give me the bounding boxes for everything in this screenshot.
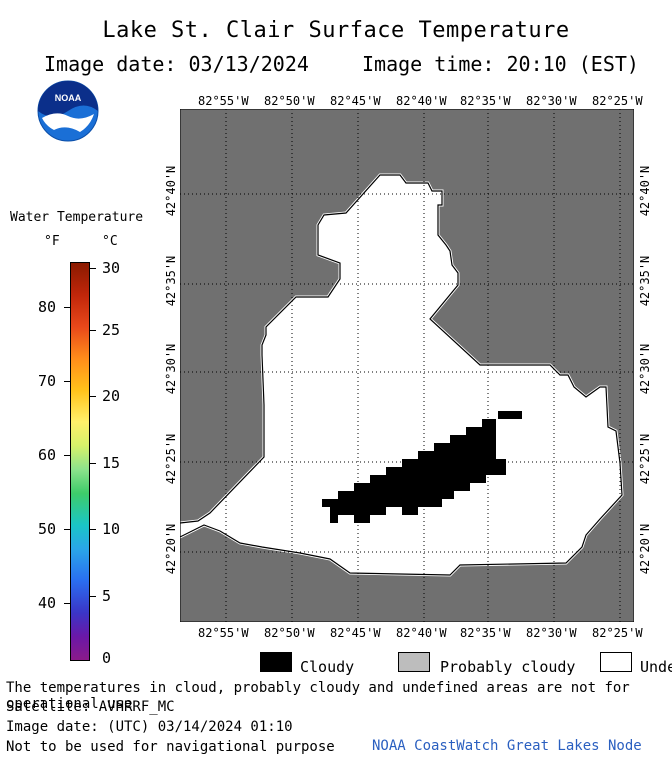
longitude-label: 82°50'W — [264, 626, 315, 640]
colorbar-tick-c: 10 — [102, 520, 121, 538]
noaa-logo-icon: NOAA — [37, 80, 99, 142]
legend-undefined-label: Undefined — [640, 658, 672, 676]
longitude-label: 82°35'W — [460, 94, 511, 108]
colorbar-tick-f: 60 — [37, 446, 56, 464]
legend-cloudy-swatch — [260, 652, 292, 672]
latitude-label: 42°20'N — [638, 523, 652, 575]
longitude-label: 82°40'W — [396, 626, 447, 640]
footer-credit: NOAA CoastWatch Great Lakes Node — [372, 738, 642, 754]
colorbar-tick-c: 5 — [102, 587, 112, 605]
map-title: Lake St. Clair Surface Temperature — [102, 18, 570, 43]
longitude-label: 82°45'W — [330, 626, 381, 640]
longitude-label: 82°55'W — [198, 94, 249, 108]
legend-probably-cloudy-swatch — [398, 652, 430, 672]
longitude-label: 82°30'W — [526, 626, 577, 640]
colorbar-tick-f: 40 — [37, 594, 56, 612]
longitude-label: 82°50'W — [264, 94, 315, 108]
latitude-label: 42°30'N — [164, 343, 178, 395]
colorbar-label: Water Temperature — [10, 210, 144, 225]
latitude-label: 42°40'N — [164, 165, 178, 217]
colorbar-tick-f: 70 — [37, 372, 56, 390]
colorbar-unit-c: °C — [102, 234, 118, 249]
legend-undefined-swatch — [600, 652, 632, 672]
longitude-label: 82°40'W — [396, 94, 447, 108]
colorbar-tick-c: 25 — [102, 321, 121, 339]
latitude-label: 42°35'N — [638, 255, 652, 307]
logo-text: NOAA — [55, 93, 82, 103]
footer-nav-warning: Not to be used for navigational purpose — [6, 739, 335, 755]
colorbar-tick-c: 20 — [102, 387, 121, 405]
image-time: Image time: 20:10 (EST) — [362, 52, 639, 76]
latitude-label: 42°40'N — [638, 165, 652, 217]
longitude-label: 82°25'W — [592, 626, 643, 640]
longitude-label: 82°30'W — [526, 94, 577, 108]
longitude-label: 82°55'W — [198, 626, 249, 640]
longitude-label: 82°35'W — [460, 626, 511, 640]
colorbar-tick-c: 0 — [102, 649, 112, 667]
colorbar-unit-f: °F — [44, 234, 60, 249]
colorbar-tick-c: 30 — [102, 259, 121, 277]
latitude-label: 42°20'N — [164, 523, 178, 575]
legend-probably-cloudy-label: Probably cloudy — [440, 658, 576, 676]
latitude-label: 42°30'N — [638, 343, 652, 395]
colorbar-tick-f: 80 — [37, 298, 56, 316]
colorbar-tick-f: 50 — [37, 520, 56, 538]
longitude-label: 82°25'W — [592, 94, 643, 108]
colorbar — [70, 262, 90, 661]
shoreline — [180, 174, 623, 576]
image-date: Image date: 03/13/2024 — [44, 52, 309, 76]
legend-cloudy-label: Cloudy — [300, 658, 355, 676]
latitude-label: 42°35'N — [164, 255, 178, 307]
footer-note: The temperatures in cloud, probably clou… — [6, 680, 630, 712]
grid-lines — [180, 109, 634, 622]
latitude-label: 42°25'N — [638, 433, 652, 485]
latitude-label: 42°25'N — [164, 433, 178, 485]
colorbar-tick-c: 15 — [102, 454, 121, 472]
footer-utc-date: Image date: (UTC) 03/14/2024 01:10 — [6, 719, 293, 735]
cloud-area — [322, 411, 522, 523]
footer-satellite: Satellite: AVHRRF_MC — [6, 699, 175, 715]
longitude-label: 82°45'W — [330, 94, 381, 108]
lake-map — [180, 109, 634, 622]
